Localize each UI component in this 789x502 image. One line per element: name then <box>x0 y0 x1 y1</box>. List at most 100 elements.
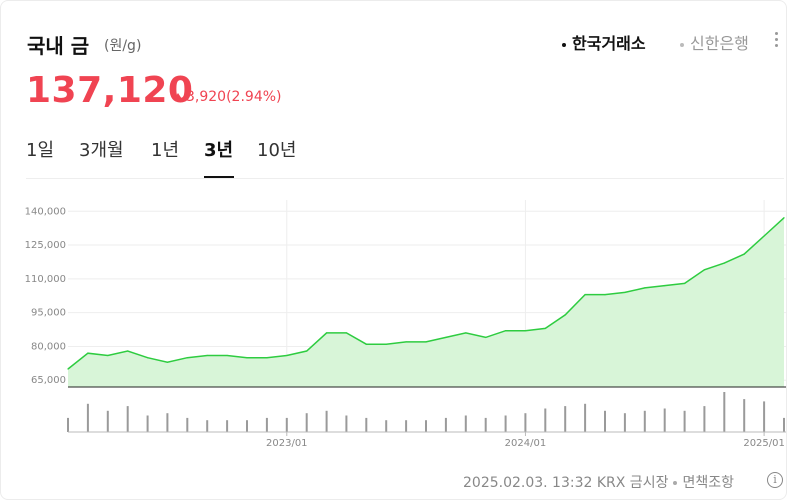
price-point <box>266 357 268 359</box>
volume-bar <box>166 413 169 432</box>
price-point <box>683 282 686 284</box>
separator-dot <box>673 481 678 485</box>
volume-bar <box>663 408 666 432</box>
price-point <box>703 269 706 271</box>
volume-bar <box>524 413 527 432</box>
price-change: 3,920(2.94%) <box>174 89 282 105</box>
volume-bar <box>405 420 408 432</box>
price-point <box>504 330 507 332</box>
info-icon[interactable]: i <box>767 472 783 488</box>
volume-bar <box>703 406 706 432</box>
price-point <box>544 327 546 330</box>
volume-bar <box>206 420 209 432</box>
volume-bar <box>186 417 189 432</box>
y-tick-label: 140,000 <box>25 206 66 217</box>
price-point <box>644 287 646 289</box>
volume-bar <box>604 410 606 432</box>
price-point <box>564 314 566 316</box>
price-point <box>87 352 89 354</box>
tab-10y[interactable]: 10년 <box>257 140 297 161</box>
disclaimer-link[interactable]: 면책조항 <box>682 475 734 491</box>
volume-bar <box>504 415 507 432</box>
price-point <box>67 368 69 370</box>
volume-bar <box>226 420 229 432</box>
inactive-dot-icon <box>680 42 684 47</box>
tab-3y[interactable]: 3년 <box>204 140 234 161</box>
volume-bar <box>246 420 248 432</box>
price-point <box>743 253 745 255</box>
active-tab-indicator <box>204 176 234 178</box>
chart-footer: 2025.02.03. 13:32 KRX 금시장 면책조항 <box>463 472 734 492</box>
price-point <box>465 332 467 334</box>
exchange-label: 한국거래소 <box>572 34 646 53</box>
volume-bar <box>444 417 447 432</box>
price-point <box>485 336 487 339</box>
more-options-icon[interactable] <box>774 32 780 52</box>
change-amount: 3,920 <box>186 89 227 105</box>
active-dot-icon <box>562 42 566 47</box>
price-point <box>445 336 447 339</box>
tab-1y[interactable]: 1년 <box>151 140 180 161</box>
price-point <box>524 330 527 332</box>
price-point <box>763 235 765 237</box>
price-point <box>186 357 188 359</box>
tabs-divider <box>26 178 784 179</box>
volume-bar <box>425 420 427 432</box>
price-point <box>723 262 725 264</box>
price-point <box>584 294 586 296</box>
price-point <box>107 354 109 357</box>
volume-bar <box>584 403 587 432</box>
price-point <box>604 294 606 296</box>
x-tick-label: 2024/01 <box>505 438 547 449</box>
volume-bar <box>67 417 69 432</box>
up-arrow-icon <box>174 93 182 99</box>
data-source: KRX 금시장 <box>596 475 669 491</box>
tab-1d[interactable]: 1일 <box>26 140 55 161</box>
volume-bar <box>464 415 467 432</box>
y-tick-label: 125,000 <box>25 240 66 251</box>
volume-bar <box>86 403 89 432</box>
exchange-label: 신한은행 <box>690 34 749 53</box>
volume-bar <box>783 417 785 432</box>
price-point <box>365 343 367 345</box>
y-tick-label: 80,000 <box>31 341 66 352</box>
exchange-tab-shinhan[interactable]: 신한은행 <box>680 30 749 54</box>
price-point <box>345 332 348 334</box>
exchange-tab-krx[interactable]: 한국거래소 <box>562 30 646 54</box>
volume-bar <box>623 413 626 432</box>
page-title: 국내 금 <box>27 34 90 58</box>
price-point <box>405 341 407 343</box>
price-point <box>624 291 626 293</box>
volume-bar <box>325 410 328 432</box>
volume-bar <box>484 417 487 432</box>
tab-3m[interactable]: 3개월 <box>79 140 124 161</box>
volume-bar <box>643 410 646 432</box>
x-tick-label: 2023/01 <box>266 438 308 449</box>
y-tick-label: 65,000 <box>31 375 66 386</box>
volume-bar <box>345 415 348 432</box>
price-point <box>783 217 785 219</box>
price-point <box>226 354 228 357</box>
volume-bar <box>285 417 288 432</box>
price-point <box>206 354 208 357</box>
volume-bar <box>385 420 388 432</box>
volume-bar <box>106 410 109 432</box>
price-point <box>286 354 288 357</box>
price-point <box>425 341 427 343</box>
volume-bar <box>146 415 149 432</box>
price-area-fill <box>68 217 784 387</box>
price-point <box>146 357 149 359</box>
price-point <box>166 361 169 363</box>
price-chart[interactable]: 65,000 80,000 95,000 110,000 125,000 140,000 2… <box>0 0 789 460</box>
change-percent: (2.94%) <box>226 89 282 105</box>
price-point <box>246 357 248 359</box>
volume-bar <box>723 392 726 432</box>
volume-bar <box>305 413 308 432</box>
y-tick-label: 95,000 <box>31 308 66 319</box>
volume-bar <box>126 406 129 432</box>
price-point <box>385 343 387 345</box>
volume-bar <box>763 401 766 432</box>
timestamp: 2025.02.03. 13:32 <box>463 475 593 491</box>
volume-bar <box>564 406 567 432</box>
